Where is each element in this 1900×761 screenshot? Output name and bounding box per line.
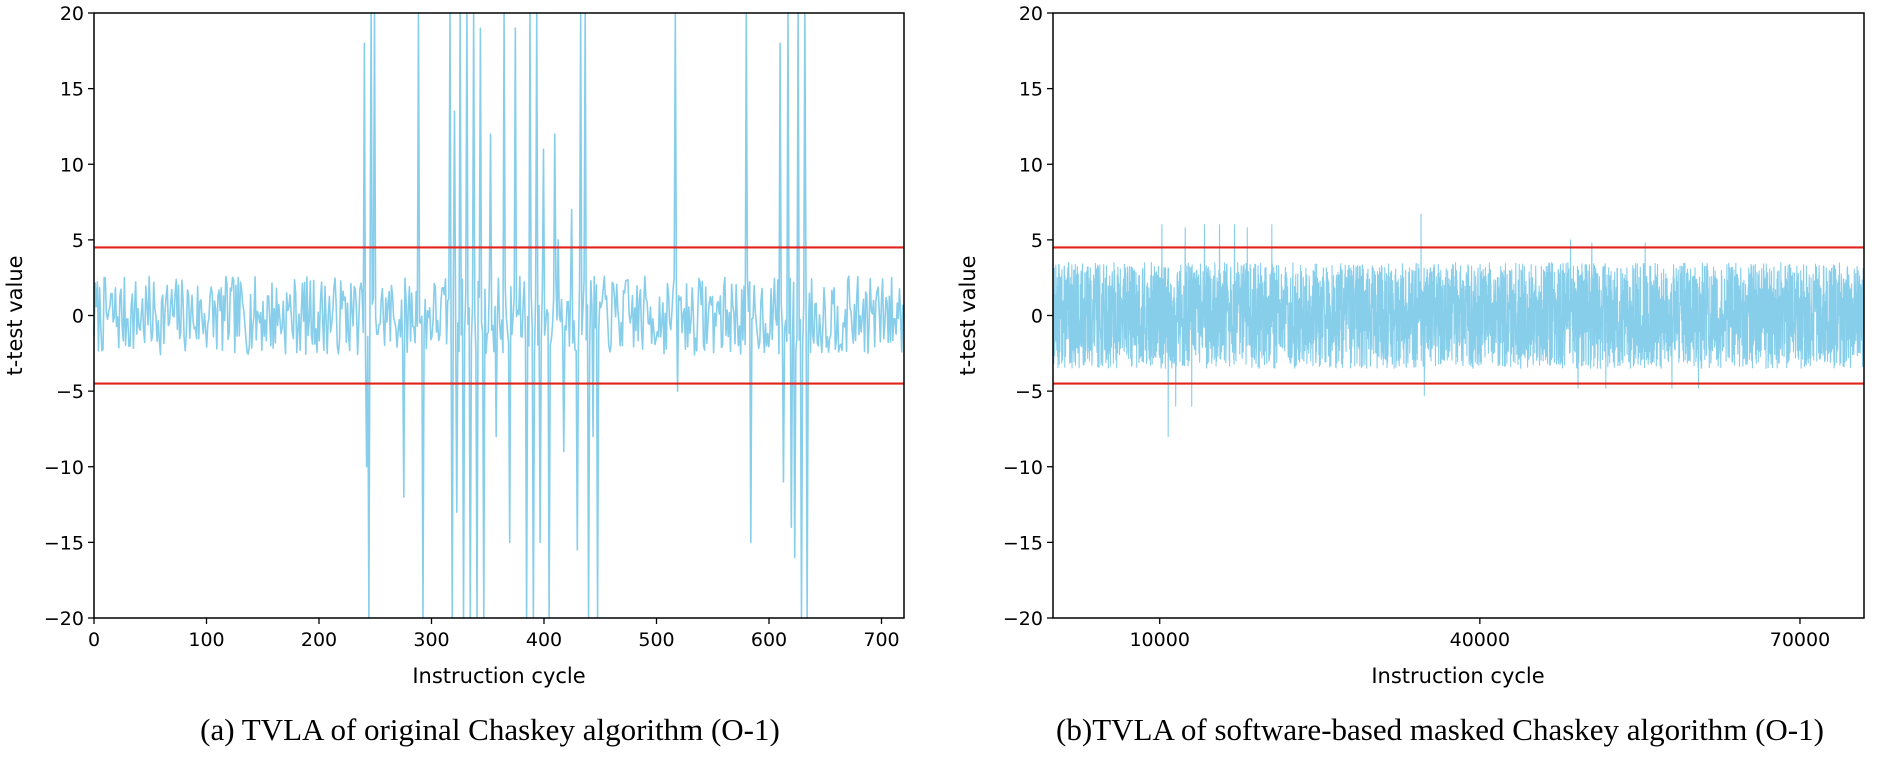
panel-b-y-tick-label: −5 xyxy=(1015,381,1043,403)
panel-a-x-axis-label: Instruction cycle xyxy=(412,664,585,688)
panel-a-y-axis-label: t-test value xyxy=(3,255,27,375)
panel-b-x-tick-label: 10000 xyxy=(1129,629,1189,651)
panel-a-y-tick-label: 0 xyxy=(72,306,84,328)
panel-a-y-tick-label: 15 xyxy=(60,79,84,101)
panel-b-y-axis-label: t-test value xyxy=(956,255,980,375)
panel-a-y-tick-label: 20 xyxy=(60,3,84,25)
panel-b-y-tick-label: 10 xyxy=(1019,154,1043,176)
panel-a-y-tick-label: −10 xyxy=(44,457,84,479)
panel-a: 0 100 200 300 400 500 600 700 −20 −15 −10 −5 0 5 10 15… xyxy=(3,3,905,688)
panel-a-y-ticks: −20 −15 −10 −5 0 5 10 15 20 xyxy=(44,3,94,630)
panel-a-y-tick-label: −15 xyxy=(44,532,84,554)
panel-b-y-tick-label: 20 xyxy=(1019,3,1043,25)
panel-b-y-tick-label: −15 xyxy=(1003,532,1043,554)
panel-a-y-tick-label: −5 xyxy=(56,381,84,403)
panel-b-y-ticks: −20 −15 −10 −5 0 5 10 15 20 xyxy=(1003,3,1053,630)
panel-b-series xyxy=(1052,213,1865,438)
panel-a-x-tick-label: 700 xyxy=(863,629,899,651)
panel-a-x-tick-label: 200 xyxy=(301,629,337,651)
panel-a-x-tick-label: 0 xyxy=(88,629,100,651)
panel-a-x-tick-label: 500 xyxy=(638,629,674,651)
panel-a-caption: (a) TVLA of original Chaskey algorithm (… xyxy=(200,712,780,747)
panel-b: 10000 40000 70000 −20 −15 −10 −5 0 5 10 15 20 Inst… xyxy=(956,3,1865,688)
panel-b-y-tick-label: 15 xyxy=(1019,79,1043,101)
panel-b-x-tick-label: 40000 xyxy=(1450,629,1510,651)
panel-a-series-line xyxy=(93,12,905,619)
panel-a-x-tick-label: 300 xyxy=(413,629,449,651)
panel-a-y-tick-label: 5 xyxy=(72,230,84,252)
panel-a-y-tick-label: −20 xyxy=(44,608,84,630)
panel-b-caption: (b)TVLA of software-based masked Chaskey… xyxy=(1056,712,1824,747)
panel-a-series xyxy=(93,12,905,619)
panel-b-x-axis-label: Instruction cycle xyxy=(1371,664,1544,688)
panel-b-y-tick-label: −20 xyxy=(1003,608,1043,630)
panel-b-thresholds xyxy=(1053,246,1864,385)
panel-a-x-tick-label: 100 xyxy=(188,629,224,651)
panel-a-thresholds xyxy=(94,246,904,385)
panel-b-x-ticks: 10000 40000 70000 xyxy=(1129,618,1830,651)
panel-b-x-tick-label: 70000 xyxy=(1770,629,1830,651)
panel-a-y-tick-label: 10 xyxy=(60,154,84,176)
panel-b-y-tick-label: 5 xyxy=(1031,230,1043,252)
panel-b-series-line xyxy=(1052,213,1865,438)
panel-b-y-tick-label: 0 xyxy=(1031,306,1043,328)
panel-a-x-ticks: 0 100 200 300 400 500 600 700 xyxy=(88,618,900,651)
panel-b-y-tick-label: −10 xyxy=(1003,457,1043,479)
panel-a-x-tick-label: 600 xyxy=(751,629,787,651)
panel-a-x-tick-label: 400 xyxy=(526,629,562,651)
